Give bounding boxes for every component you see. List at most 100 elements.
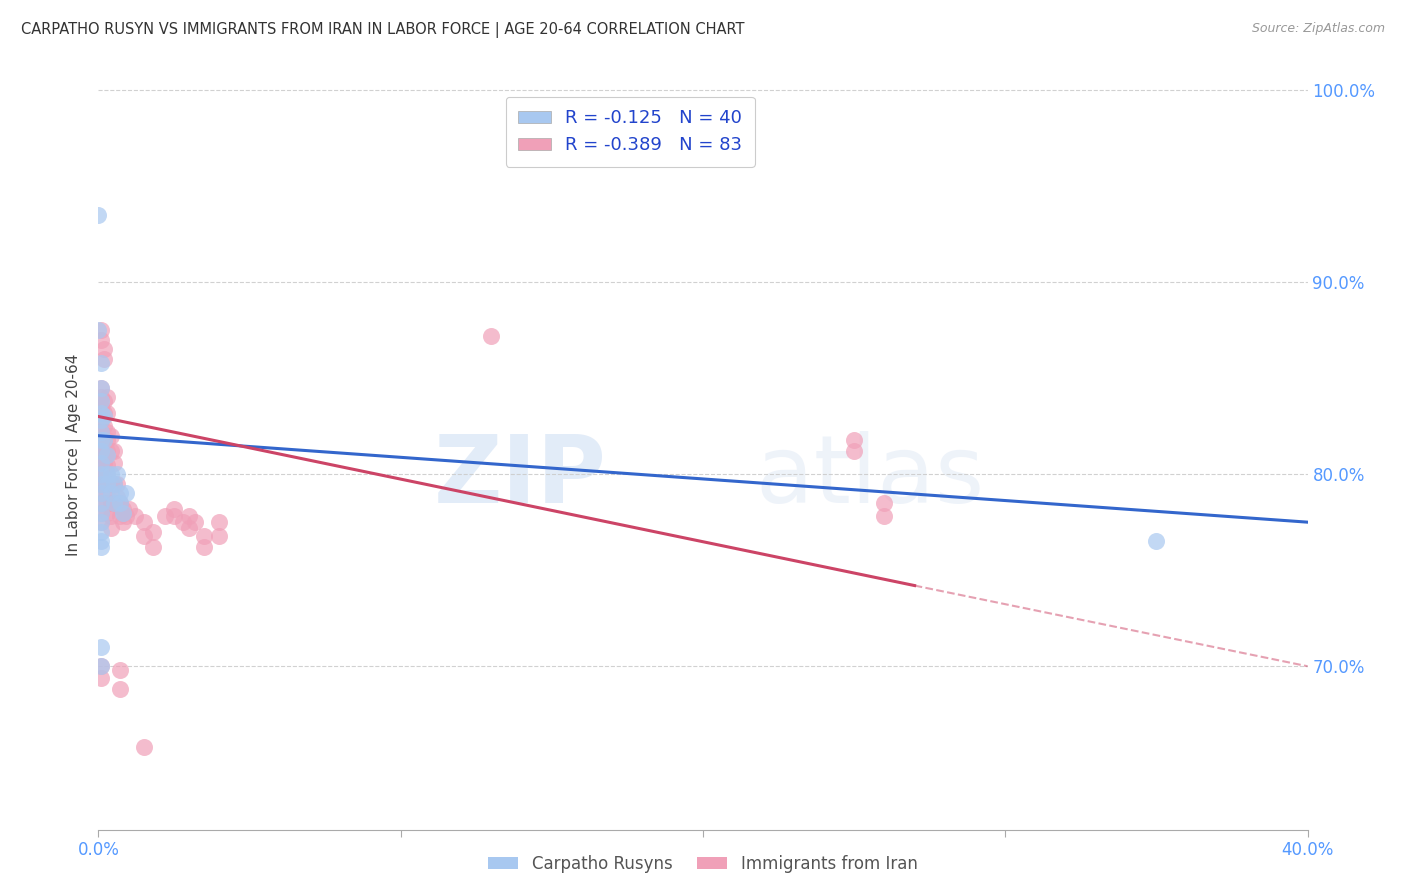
Point bbox=[90, 356, 112, 370]
Point bbox=[100, 509, 122, 524]
Point bbox=[90, 476, 112, 491]
Point bbox=[90, 476, 112, 491]
Point bbox=[90, 496, 112, 510]
Point bbox=[103, 496, 125, 510]
Point bbox=[132, 739, 155, 754]
Point bbox=[90, 425, 112, 439]
Point bbox=[103, 444, 125, 458]
Point bbox=[96, 467, 118, 482]
Point bbox=[90, 394, 112, 409]
Point bbox=[208, 528, 231, 542]
Legend: Carpatho Rusyns, Immigrants from Iran: Carpatho Rusyns, Immigrants from Iran bbox=[482, 848, 924, 880]
Point bbox=[96, 448, 118, 462]
Point bbox=[193, 540, 215, 554]
Point bbox=[111, 515, 134, 529]
Point bbox=[179, 509, 201, 524]
Point bbox=[163, 509, 186, 524]
Point bbox=[90, 381, 112, 395]
Point bbox=[100, 521, 122, 535]
Point bbox=[93, 433, 115, 447]
Point bbox=[108, 486, 131, 500]
Point bbox=[132, 515, 155, 529]
Point bbox=[93, 433, 115, 447]
Point bbox=[90, 448, 112, 462]
Point bbox=[87, 208, 110, 222]
Point bbox=[96, 486, 118, 500]
Point bbox=[96, 433, 118, 447]
Point bbox=[100, 496, 122, 510]
Point bbox=[208, 515, 231, 529]
Point bbox=[90, 515, 112, 529]
Point bbox=[132, 528, 155, 542]
Point bbox=[172, 515, 194, 529]
Point bbox=[844, 444, 866, 458]
Point bbox=[90, 381, 112, 395]
Point bbox=[90, 671, 112, 685]
Point bbox=[90, 640, 112, 654]
Point bbox=[90, 400, 112, 414]
Point bbox=[100, 428, 122, 442]
Point bbox=[87, 323, 110, 337]
Text: Source: ZipAtlas.com: Source: ZipAtlas.com bbox=[1251, 22, 1385, 36]
Point bbox=[193, 528, 215, 542]
Point bbox=[93, 406, 115, 420]
Point bbox=[90, 540, 112, 554]
Point bbox=[124, 509, 146, 524]
Point bbox=[103, 476, 125, 491]
Point bbox=[184, 515, 207, 529]
Point bbox=[179, 521, 201, 535]
Point bbox=[105, 490, 128, 504]
Point bbox=[873, 496, 896, 510]
Point bbox=[96, 496, 118, 510]
Point bbox=[90, 515, 112, 529]
Point bbox=[93, 343, 115, 357]
Point bbox=[90, 534, 112, 549]
Point bbox=[1144, 534, 1167, 549]
Point bbox=[96, 390, 118, 404]
Point bbox=[105, 476, 128, 491]
Point bbox=[90, 456, 112, 470]
Point bbox=[96, 425, 118, 439]
Point bbox=[90, 413, 112, 427]
Point bbox=[90, 467, 112, 482]
Point bbox=[96, 444, 118, 458]
Point bbox=[93, 409, 115, 424]
Text: atlas: atlas bbox=[606, 432, 984, 524]
Point bbox=[93, 456, 115, 470]
Point bbox=[100, 444, 122, 458]
Point bbox=[873, 509, 896, 524]
Point bbox=[90, 433, 112, 447]
Point bbox=[96, 467, 118, 482]
Point bbox=[96, 458, 118, 472]
Point bbox=[103, 496, 125, 510]
Point bbox=[90, 425, 112, 439]
Point bbox=[103, 476, 125, 491]
Point bbox=[108, 496, 131, 510]
Point bbox=[93, 351, 115, 366]
Point bbox=[111, 501, 134, 516]
Point bbox=[96, 406, 118, 420]
Point bbox=[844, 433, 866, 447]
Y-axis label: In Labor Force | Age 20-64: In Labor Force | Age 20-64 bbox=[66, 354, 83, 556]
Point bbox=[90, 496, 112, 510]
Point bbox=[108, 496, 131, 510]
Text: CARPATHO RUSYN VS IMMIGRANTS FROM IRAN IN LABOR FORCE | AGE 20-64 CORRELATION CH: CARPATHO RUSYN VS IMMIGRANTS FROM IRAN I… bbox=[21, 22, 745, 38]
Point bbox=[90, 406, 112, 420]
Point bbox=[90, 659, 112, 673]
Point bbox=[108, 509, 131, 524]
Point bbox=[90, 390, 112, 404]
Point bbox=[105, 467, 128, 482]
Point bbox=[111, 506, 134, 520]
Point bbox=[93, 394, 115, 409]
Point bbox=[96, 476, 118, 491]
Point bbox=[481, 328, 503, 343]
Point bbox=[90, 524, 112, 539]
Point bbox=[90, 467, 112, 482]
Point bbox=[96, 476, 118, 491]
Point bbox=[118, 501, 141, 516]
Point bbox=[100, 486, 122, 500]
Point bbox=[90, 433, 112, 447]
Point bbox=[93, 476, 115, 491]
Point bbox=[90, 506, 112, 520]
Point bbox=[93, 467, 115, 482]
